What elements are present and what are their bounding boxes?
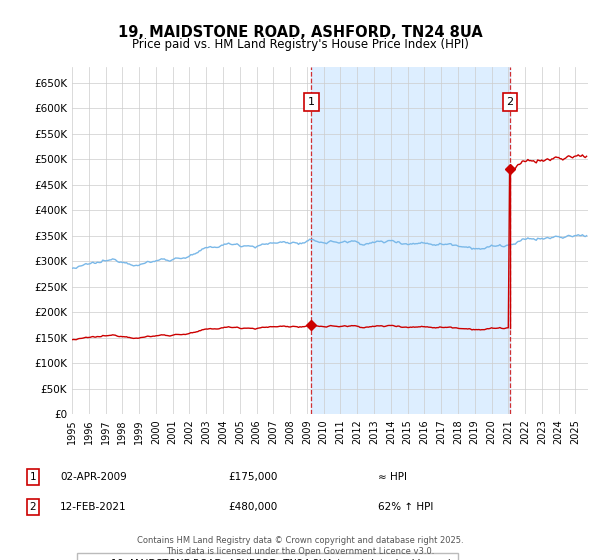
Text: 2: 2 (29, 502, 37, 512)
Legend: 19, MAIDSTONE ROAD, ASHFORD, TN24 8UA (semi-detached house), HPI: Average price,: 19, MAIDSTONE ROAD, ASHFORD, TN24 8UA (s… (77, 553, 458, 560)
Text: 02-APR-2009: 02-APR-2009 (60, 472, 127, 482)
Text: Contains HM Land Registry data © Crown copyright and database right 2025.
This d: Contains HM Land Registry data © Crown c… (137, 536, 463, 556)
Text: 1: 1 (29, 472, 37, 482)
Text: 2: 2 (506, 97, 514, 107)
Text: £175,000: £175,000 (228, 472, 277, 482)
Text: ≈ HPI: ≈ HPI (378, 472, 407, 482)
Bar (311, 67, 510, 414)
Text: £480,000: £480,000 (228, 502, 277, 512)
Text: 1: 1 (308, 97, 314, 107)
Text: 12-FEB-2021: 12-FEB-2021 (60, 502, 127, 512)
Text: 62% ↑ HPI: 62% ↑ HPI (378, 502, 433, 512)
Text: Price paid vs. HM Land Registry's House Price Index (HPI): Price paid vs. HM Land Registry's House … (131, 38, 469, 51)
Text: 19, MAIDSTONE ROAD, ASHFORD, TN24 8UA: 19, MAIDSTONE ROAD, ASHFORD, TN24 8UA (118, 25, 482, 40)
